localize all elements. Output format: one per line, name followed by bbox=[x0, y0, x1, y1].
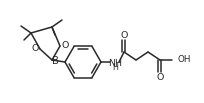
Text: O: O bbox=[120, 30, 127, 39]
Text: H: H bbox=[112, 64, 117, 73]
Text: NH: NH bbox=[108, 59, 121, 67]
Text: O: O bbox=[31, 43, 39, 53]
Text: OH: OH bbox=[177, 54, 191, 64]
Text: O: O bbox=[155, 73, 163, 81]
Text: O: O bbox=[61, 40, 68, 50]
Text: B: B bbox=[52, 56, 59, 66]
